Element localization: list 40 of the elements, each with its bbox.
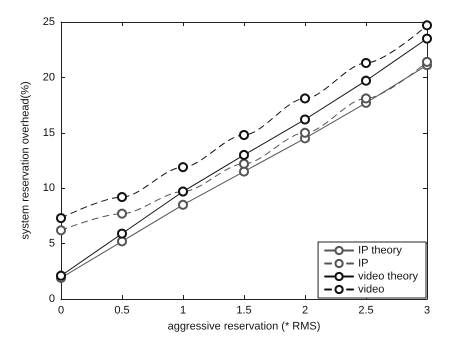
point bbox=[361, 76, 371, 86]
point bbox=[361, 93, 371, 104]
y-tick-label: 5 bbox=[48, 238, 55, 250]
legend-label: IP bbox=[358, 258, 368, 270]
y-axis-title: system reservation overhead(%) bbox=[20, 81, 32, 240]
point bbox=[117, 192, 127, 202]
legend-label: video theory bbox=[358, 270, 418, 282]
point bbox=[422, 56, 432, 67]
point bbox=[361, 58, 371, 68]
point bbox=[239, 166, 249, 177]
point bbox=[300, 114, 310, 124]
point bbox=[300, 93, 310, 104]
point bbox=[422, 20, 432, 30]
point bbox=[178, 162, 188, 172]
x-tick-label: 1 bbox=[180, 304, 186, 316]
x-tick-label: 2 bbox=[302, 304, 308, 316]
point bbox=[422, 34, 432, 44]
y-tick-label: 25 bbox=[42, 16, 55, 28]
y-tick-label: 10 bbox=[42, 182, 55, 194]
point bbox=[178, 200, 188, 210]
point bbox=[117, 228, 127, 239]
x-tick-label: 3 bbox=[424, 304, 430, 316]
point bbox=[239, 130, 249, 140]
x-tick-label: 0 bbox=[58, 304, 64, 316]
point bbox=[300, 128, 310, 138]
x-tick-label: 1.5 bbox=[236, 304, 252, 316]
point bbox=[56, 213, 66, 224]
legend-label: video bbox=[358, 284, 384, 296]
y-tick-label: 20 bbox=[42, 71, 55, 84]
legend-label: IP theory bbox=[358, 244, 402, 256]
x-axis-title: aggressive reservation (* RMS) bbox=[168, 320, 320, 332]
point bbox=[117, 208, 127, 219]
point bbox=[56, 225, 66, 236]
point bbox=[239, 150, 249, 160]
x-tick-label: 0.5 bbox=[114, 304, 130, 316]
y-tick-label: 15 bbox=[42, 126, 55, 139]
point bbox=[239, 158, 249, 169]
x-tick-label: 2.5 bbox=[358, 304, 374, 316]
y-tick-label: 0 bbox=[48, 293, 55, 305]
point bbox=[117, 236, 127, 246]
